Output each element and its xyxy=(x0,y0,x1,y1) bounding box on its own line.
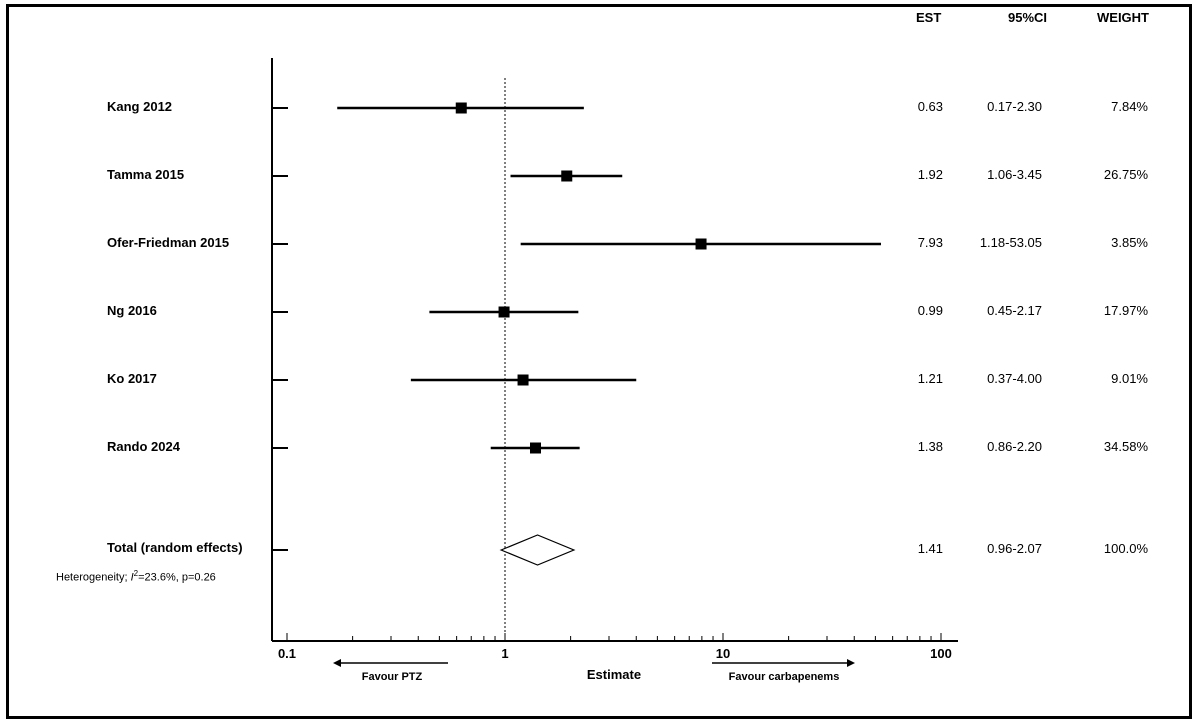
point-estimate xyxy=(695,238,707,250)
est-value: 0.99 xyxy=(917,303,943,318)
ci-column-header: 95%CI xyxy=(1008,10,1048,25)
x-tick-label: 100 xyxy=(930,646,952,661)
favour-right-arrowhead xyxy=(847,659,855,667)
total-est-value: 1.41 xyxy=(917,541,943,556)
heterogeneity-note: Heterogeneity; I2=23.6%, p=0.26 xyxy=(56,569,216,584)
ci-value: 0.45-2.17 xyxy=(987,303,1042,318)
total-weight-value: 100.0% xyxy=(1103,541,1148,556)
ci-value: 0.86-2.20 xyxy=(987,439,1042,454)
favour-right-label: Favour carbapenems xyxy=(729,671,840,683)
est-value: 1.21 xyxy=(917,371,943,386)
est-value: 1.92 xyxy=(917,167,943,182)
point-estimate xyxy=(455,102,467,114)
x-tick-label: 10 xyxy=(716,646,730,661)
study-label: Ng 2016 xyxy=(107,303,157,318)
weight-value: 7.84% xyxy=(1111,99,1148,114)
ci-value: 0.17-2.30 xyxy=(987,99,1042,114)
ci-value: 1.18-53.05 xyxy=(979,235,1042,250)
est-value: 7.93 xyxy=(917,235,943,250)
point-estimate xyxy=(561,170,573,182)
weight-value: 3.85% xyxy=(1111,235,1148,250)
favour-left-arrowhead xyxy=(333,659,341,667)
weight-value: 17.97% xyxy=(1103,303,1148,318)
point-estimate xyxy=(517,374,529,386)
ci-value: 1.06-3.45 xyxy=(987,167,1042,182)
weight-column-header: WEIGHT xyxy=(1097,10,1149,25)
est-value: 0.63 xyxy=(917,99,943,114)
est-value: 1.38 xyxy=(917,439,943,454)
est-column-header: EST xyxy=(916,10,942,25)
x-tick-label: 0.1 xyxy=(278,646,296,661)
study-label: Rando 2024 xyxy=(107,439,180,454)
study-label: Tamma 2015 xyxy=(107,167,185,182)
weight-value: 26.75% xyxy=(1103,167,1148,182)
weight-value: 9.01% xyxy=(1111,371,1148,386)
x-tick-label: 1 xyxy=(501,646,508,661)
weight-value: 34.58% xyxy=(1103,439,1148,454)
total-ci-value: 0.96-2.07 xyxy=(987,541,1042,556)
study-label: Ofer-Friedman 2015 xyxy=(107,235,230,250)
favour-left-label: Favour PTZ xyxy=(362,671,423,683)
pooled-estimate-diamond xyxy=(499,534,576,566)
total-label: Total (random effects) xyxy=(107,540,243,555)
study-label: Ko 2017 xyxy=(107,371,157,386)
study-label: Kang 2012 xyxy=(107,99,173,114)
point-estimate xyxy=(529,442,541,454)
x-axis-label: Estimate xyxy=(587,667,641,682)
ci-value: 0.37-4.00 xyxy=(987,371,1042,386)
figure-frame xyxy=(6,4,1192,719)
point-estimate xyxy=(498,306,510,318)
